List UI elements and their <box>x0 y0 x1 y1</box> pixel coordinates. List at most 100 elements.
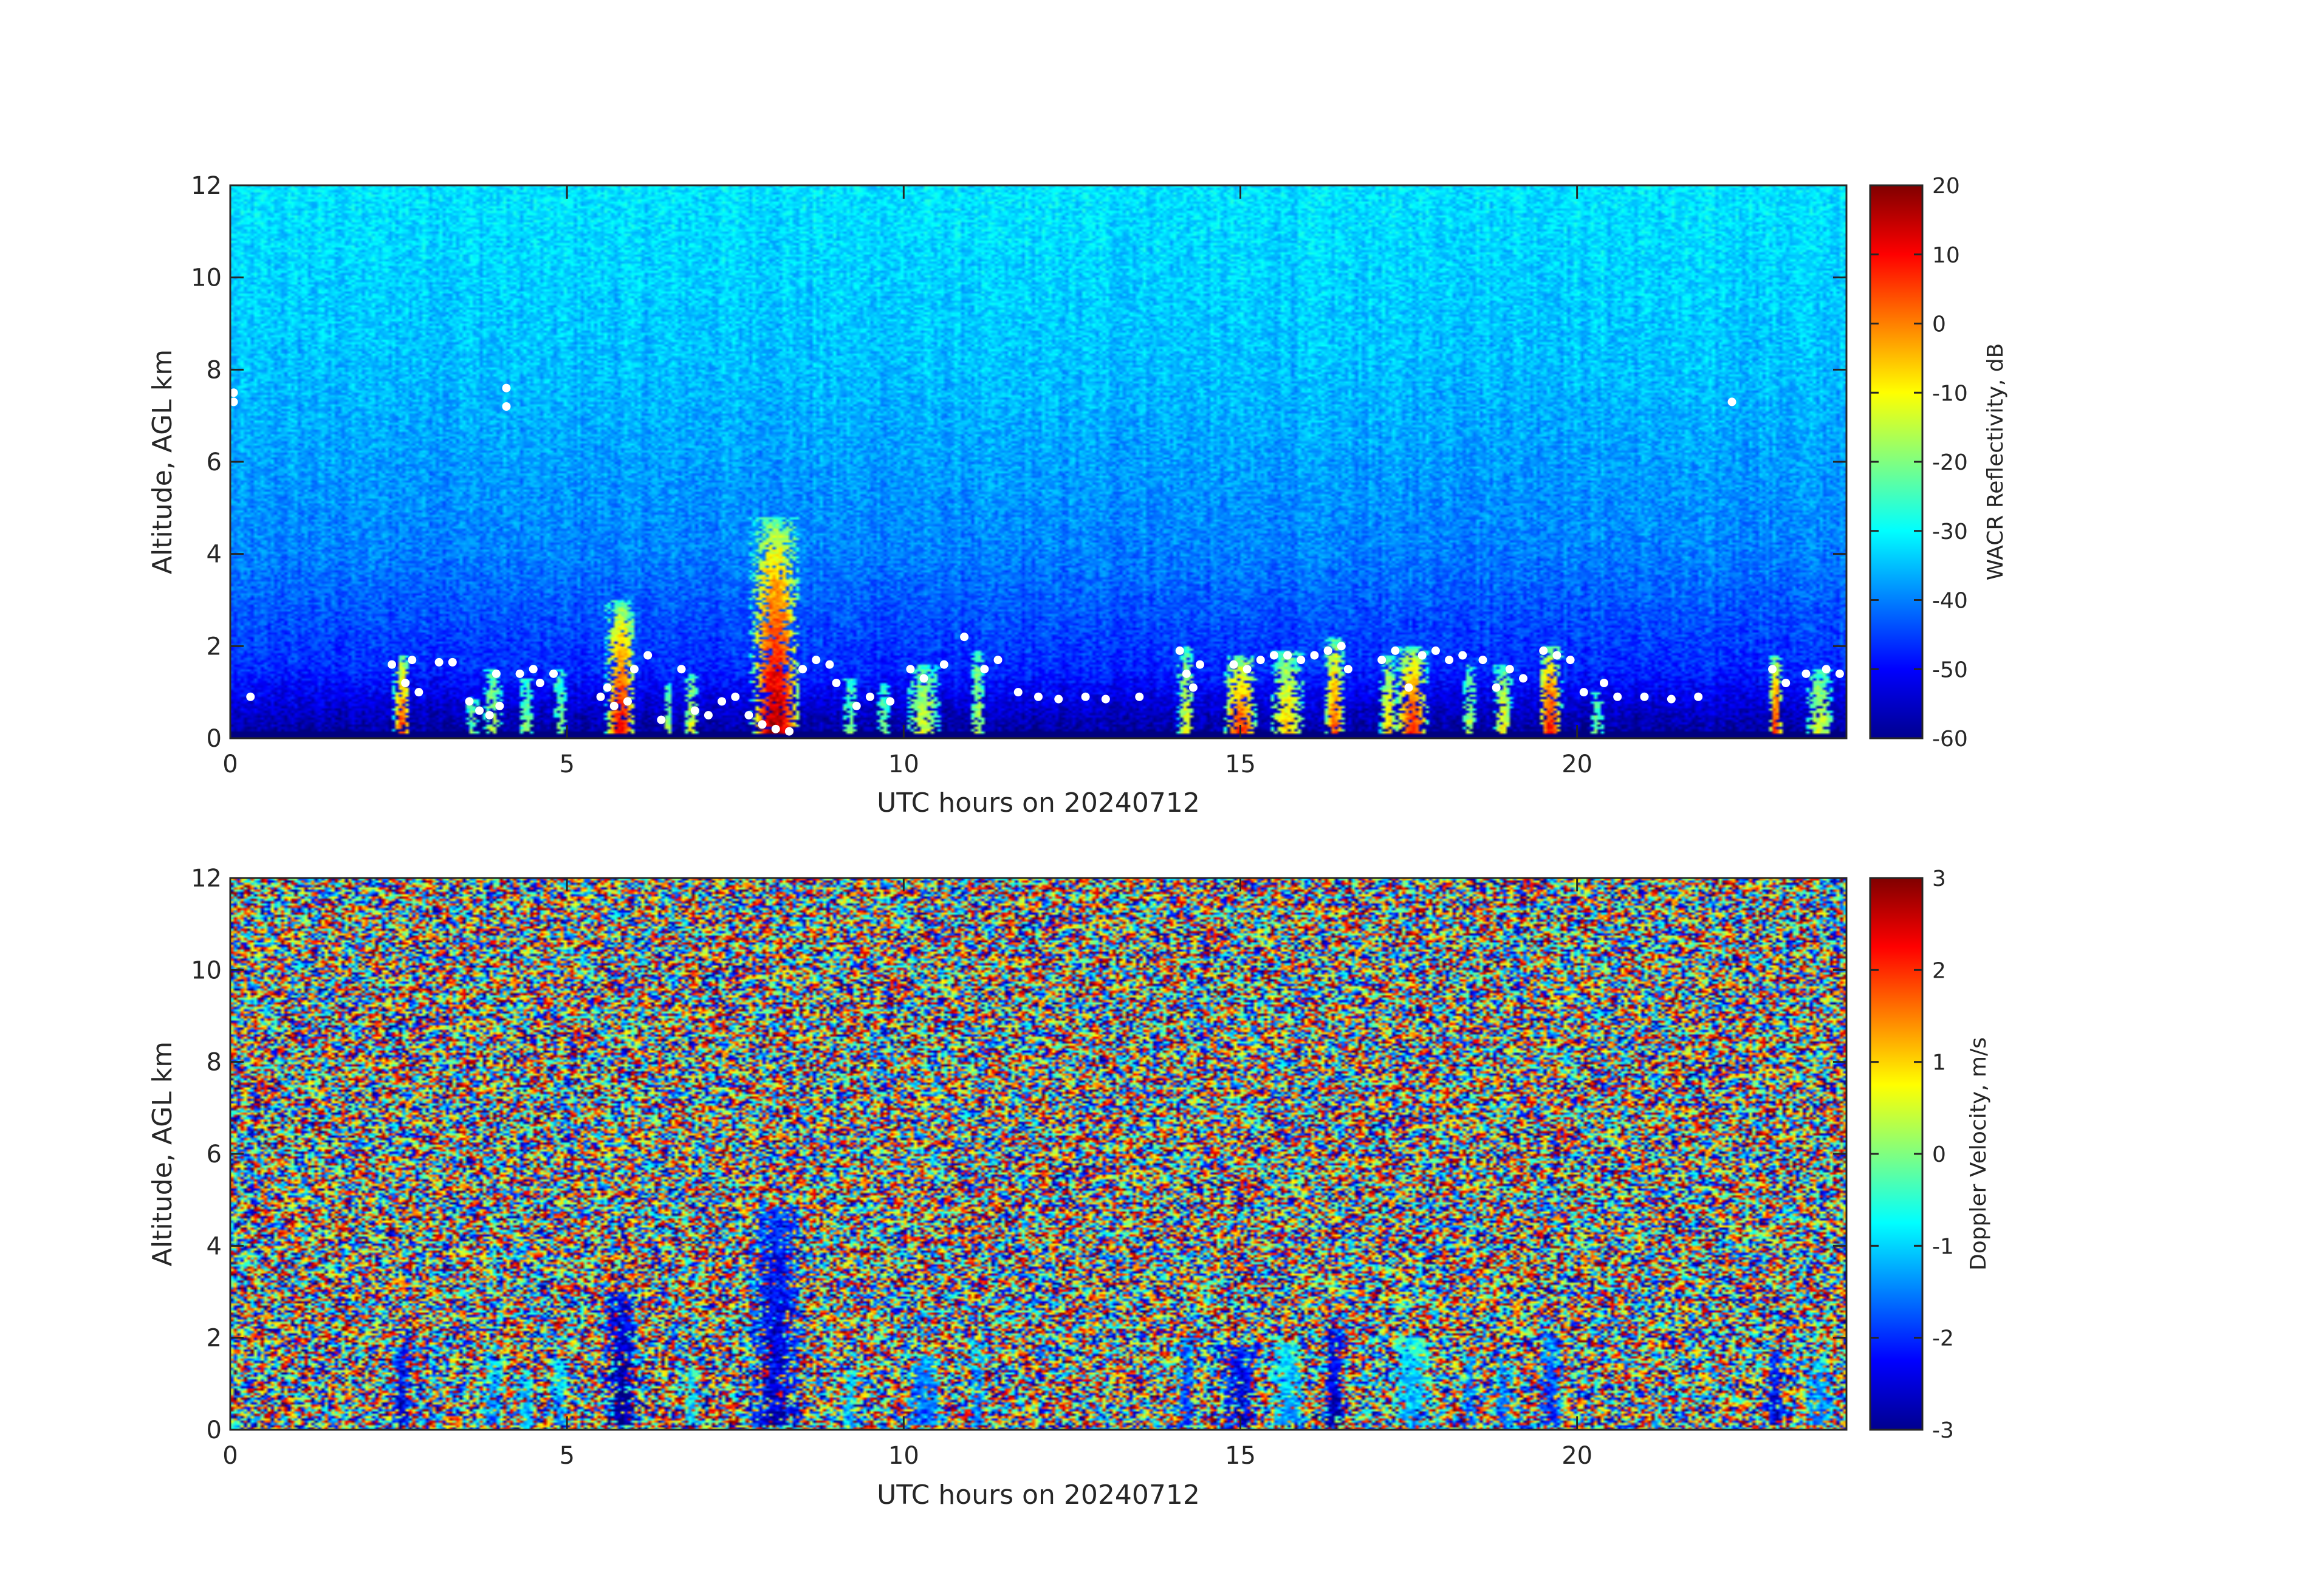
velocity-axis-ticks: 0 5 10 15 20 0 2 4 6 8 10 12 <box>191 865 1846 1470</box>
cloud-base-marker-43 <box>886 697 895 706</box>
x-tick-label-10: 10 <box>888 750 919 778</box>
cloud-base-marker-10 <box>434 657 444 667</box>
velocity-colorbar-ticks: -3 -2 -1 0 1 2 3 <box>1870 866 1954 1443</box>
cloud-base-marker-55 <box>1135 692 1144 701</box>
cloud-base-marker-91 <box>1781 679 1791 687</box>
cloud-base-marker-7 <box>408 656 417 665</box>
cloud-base-marker-20 <box>535 679 544 687</box>
cloud-base-marker-94 <box>1835 669 1844 678</box>
cloud-base-marker-76 <box>1458 651 1467 660</box>
cloud-base-marker-53 <box>1081 692 1090 701</box>
cloud-base-marker-6 <box>388 660 396 669</box>
colorbar-tick-label-1: 1 <box>1932 1051 1946 1075</box>
colorbar-tick-label-3: 3 <box>1932 866 1946 891</box>
cloud-base-marker-28 <box>677 665 686 674</box>
reflectivity-colorbar-label: WACR Reflectivity, dB <box>1983 343 2008 581</box>
cloud-base-marker-1 <box>229 397 238 406</box>
cloud-base-marker-77 <box>1478 656 1487 665</box>
cloud-base-marker-83 <box>1566 656 1575 665</box>
cloud-base-marker-46 <box>939 660 948 669</box>
cloud-base-marker-48 <box>980 665 989 674</box>
velocity-colorbar <box>1870 878 1922 1430</box>
reflectivity-ylabel: Altitude, AGL km <box>147 349 178 574</box>
cloud-base-marker-57 <box>1182 669 1191 678</box>
cloud-base-marker-17 <box>515 669 524 678</box>
x-tick-label-20: 20 <box>1561 750 1592 778</box>
cloud-base-marker-18 <box>529 665 538 674</box>
reflectivity-markers <box>229 383 1844 736</box>
y-tick-label-12: 12 <box>191 865 222 893</box>
cloud-base-marker-41 <box>852 701 861 710</box>
cloud-base-marker-90 <box>1768 665 1777 674</box>
cloud-base-marker-40 <box>832 679 841 687</box>
y-tick-label-2: 2 <box>207 633 222 660</box>
cloud-base-marker-0 <box>229 388 238 397</box>
cloud-base-marker-71 <box>1391 646 1400 655</box>
cloud-base-marker-25 <box>643 651 653 660</box>
cloud-base-marker-13 <box>475 706 484 715</box>
cloud-base-marker-14 <box>485 711 494 720</box>
colorbar-tick-label--40: -40 <box>1932 589 1968 614</box>
cloud-base-marker-73 <box>1417 651 1427 660</box>
colorbar-tick-label--3: -3 <box>1932 1418 1954 1443</box>
cloud-base-marker-23 <box>623 697 632 706</box>
cloud-base-marker-59 <box>1196 660 1204 669</box>
cloud-base-marker-65 <box>1297 656 1306 665</box>
cloud-base-marker-26 <box>603 683 612 692</box>
cloud-base-marker-66 <box>1310 651 1319 660</box>
cloud-base-marker-84 <box>1579 688 1588 697</box>
cloud-base-marker-62 <box>1256 656 1265 665</box>
cloud-base-marker-82 <box>1552 651 1561 660</box>
cloud-base-marker-49 <box>993 656 1003 665</box>
cloud-base-marker-80 <box>1519 674 1527 683</box>
cloud-base-marker-92 <box>1801 669 1811 678</box>
velocity-ylabel: Altitude, AGL km <box>147 1041 178 1266</box>
reflectivity-colorbar <box>1870 185 1922 738</box>
cloud-base-marker-44 <box>906 665 915 674</box>
cloud-base-marker-70 <box>1377 656 1387 665</box>
y-tick-label-10: 10 <box>191 956 222 984</box>
y-tick-label-2: 2 <box>207 1325 222 1353</box>
colorbar-tick-label-10: 10 <box>1932 243 1960 268</box>
cloud-base-marker-38 <box>812 656 821 665</box>
colorbar-tick-label-20: 20 <box>1932 174 1960 199</box>
y-tick-label-0: 0 <box>207 1416 222 1444</box>
cloud-base-marker-12 <box>465 697 474 706</box>
cloud-base-marker-69 <box>1343 665 1352 674</box>
cloud-base-marker-16 <box>495 701 504 710</box>
x-tick-label-5: 5 <box>559 1442 574 1470</box>
y-tick-label-12: 12 <box>191 172 222 200</box>
cloud-base-marker-32 <box>731 692 740 701</box>
colorbar-tick-label--2: -2 <box>1932 1326 1954 1351</box>
y-tick-label-6: 6 <box>207 448 222 476</box>
y-tick-label-8: 8 <box>207 1049 222 1077</box>
x-tick-label-0: 0 <box>222 1442 238 1470</box>
reflectivity-axis-ticks: 0 5 10 15 20 0 2 4 6 8 10 12 <box>191 172 1846 778</box>
cloud-base-marker-31 <box>718 697 727 706</box>
velocity-colorbar-label: Doppler Velocity, m/s <box>1966 1037 1991 1271</box>
cloud-base-marker-37 <box>798 665 807 674</box>
cloud-base-marker-24 <box>630 665 639 674</box>
cloud-base-marker-22 <box>609 701 619 710</box>
colorbar-tick-label-0: 0 <box>1932 1142 1946 1167</box>
cloud-base-marker-29 <box>690 706 699 715</box>
cloud-base-marker-88 <box>1667 695 1676 704</box>
x-tick-label-15: 15 <box>1225 750 1256 778</box>
y-tick-label-6: 6 <box>207 1141 222 1168</box>
cloud-base-marker-85 <box>1600 679 1608 687</box>
y-tick-label-4: 4 <box>207 541 222 569</box>
cloud-base-marker-4 <box>502 402 511 411</box>
y-tick-label-8: 8 <box>207 356 222 384</box>
cloud-base-marker-45 <box>919 674 928 683</box>
cloud-base-marker-58 <box>1188 683 1198 692</box>
colorbar-tick-label--30: -30 <box>1932 520 1968 544</box>
cloud-base-marker-19 <box>549 669 558 678</box>
colorbar-tick-label--50: -50 <box>1932 657 1968 682</box>
cloud-base-marker-54 <box>1101 695 1110 704</box>
cloud-base-marker-15 <box>492 669 501 678</box>
cloud-base-marker-11 <box>448 657 457 667</box>
cloud-base-marker-30 <box>704 711 713 720</box>
